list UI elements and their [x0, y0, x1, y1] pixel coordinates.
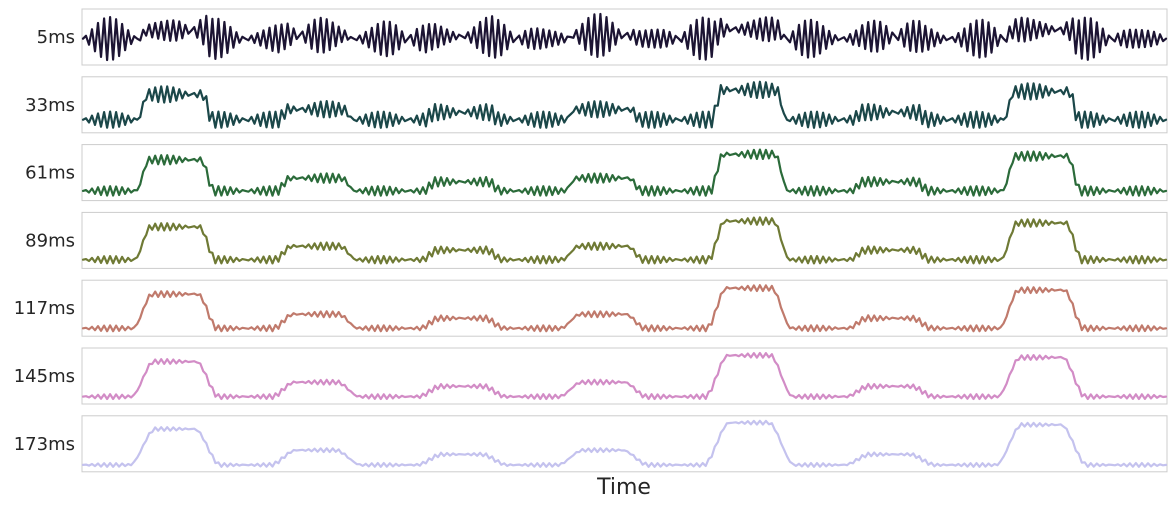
series-line — [81, 12, 1168, 62]
series-line — [81, 284, 1168, 333]
series-line — [81, 351, 1168, 401]
series-label: 173ms — [14, 434, 75, 455]
panels-group: 5ms 33ms 61ms 89ms 117ms 145ms 173ms — [14, 8, 1168, 473]
series-label: 117ms — [14, 298, 75, 319]
x-axis-label: Time — [596, 475, 651, 500]
panel-frame — [81, 76, 1168, 134]
series-line — [81, 419, 1168, 468]
series-label: 5ms — [37, 27, 75, 48]
panel-frame — [81, 415, 1168, 473]
series-line — [81, 80, 1168, 129]
series-label: 89ms — [25, 230, 75, 251]
series-label: 61ms — [25, 163, 75, 184]
series-line — [81, 148, 1168, 197]
series-label: 33ms — [25, 95, 75, 116]
series-line — [81, 216, 1168, 265]
panel-frame — [81, 144, 1168, 202]
series-label: 145ms — [14, 366, 75, 387]
